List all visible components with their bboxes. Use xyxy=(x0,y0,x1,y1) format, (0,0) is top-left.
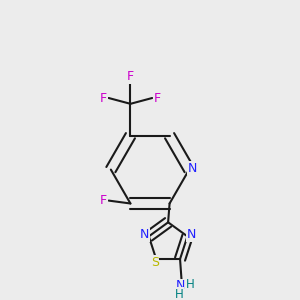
Text: N: N xyxy=(140,228,149,242)
Text: F: F xyxy=(154,92,161,104)
Text: N: N xyxy=(176,279,185,292)
Text: F: F xyxy=(100,194,107,207)
Text: H: H xyxy=(186,278,195,291)
Text: S: S xyxy=(151,256,159,269)
Text: F: F xyxy=(127,70,134,83)
Text: N: N xyxy=(188,162,197,175)
Text: F: F xyxy=(100,92,107,104)
Text: H: H xyxy=(175,288,184,300)
Text: N: N xyxy=(187,228,196,242)
